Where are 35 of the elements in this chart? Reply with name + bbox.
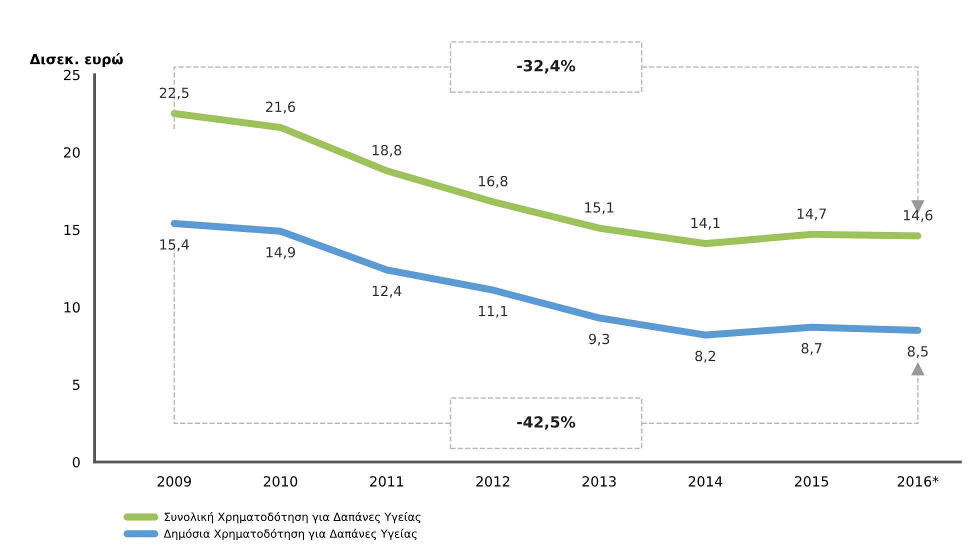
- y-tick-label: 5: [72, 380, 80, 390]
- data-label: 12,4: [372, 286, 402, 298]
- x-tick-label: 2016*: [898, 476, 939, 487]
- data-label: 14,9: [266, 246, 295, 259]
- y-axis-title: Δισεκ. ευρώ: [30, 53, 123, 68]
- data-label: 21,6: [266, 102, 296, 114]
- data-label: 8,5: [908, 346, 928, 358]
- text: -32,4%: [517, 60, 576, 74]
- data-label: 8,2: [695, 350, 716, 363]
- x-tick-label: 2013: [582, 476, 616, 487]
- data-label: 15,4: [160, 239, 189, 252]
- legend-label: Συνολική Χρηματοδότηση για Δαπάνες Υγείας: [164, 512, 420, 524]
- data-label: 22,5: [160, 88, 188, 100]
- annotation: -42,5%: [517, 416, 576, 430]
- data-label: 9,3: [589, 334, 610, 346]
- x-tick-label: 2014: [688, 476, 722, 487]
- x-tick-label: 2015: [794, 476, 828, 487]
- x-tick-label: 2010: [264, 476, 298, 487]
- data-label: 8,7: [802, 343, 822, 355]
- y-tick-label: 25: [64, 70, 80, 80]
- data-label: 18,8: [372, 144, 402, 157]
- x-tick-label: 2009: [158, 476, 191, 487]
- legend-label: Δημόσια Χρηματοδότηση για Δαπάνες Υγείας: [164, 528, 417, 540]
- data-label: 16,8: [479, 176, 508, 188]
- data-label: 14,1: [691, 218, 720, 230]
- x-tick-label: 2011: [370, 476, 404, 487]
- data-label: 14,6: [904, 210, 932, 222]
- data-label: 14,7: [798, 208, 826, 220]
- y-tick-label: 15: [64, 224, 80, 236]
- y-tick-label: 20: [64, 147, 80, 158]
- data-label: 11,1: [479, 306, 508, 318]
- y-tick-label: 0: [72, 456, 80, 468]
- x-tick-label: 2012: [476, 476, 510, 487]
- data-label: 15,1: [585, 202, 614, 214]
- y-tick-label: 10: [64, 302, 80, 313]
